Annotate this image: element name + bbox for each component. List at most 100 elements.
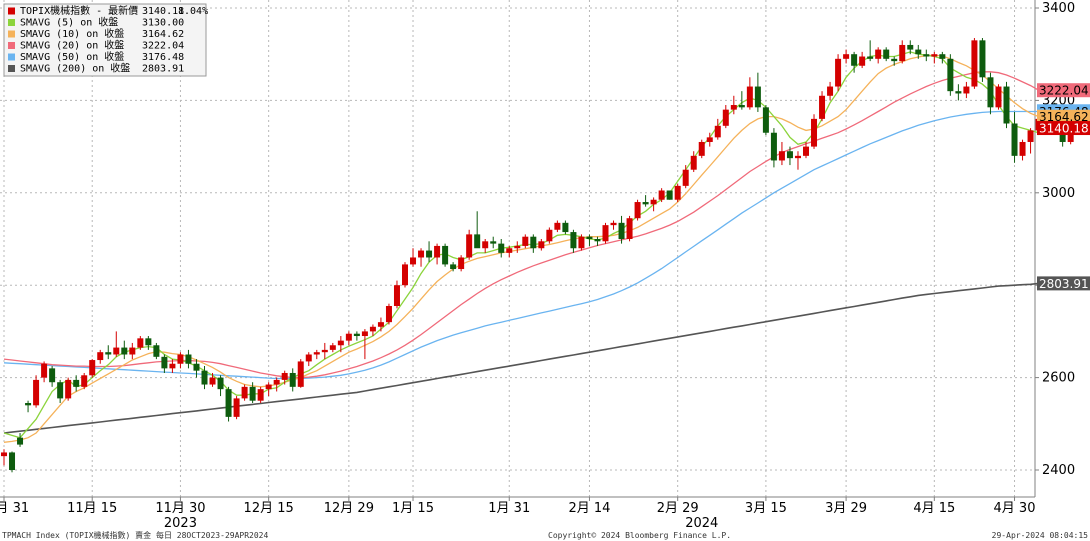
candle [289, 368, 296, 392]
candle [490, 236, 497, 249]
candle [410, 248, 417, 267]
candle-body [722, 109, 729, 126]
candle-body [746, 86, 753, 108]
candle-body [281, 372, 288, 380]
x-tick-label: 3月 15 [745, 501, 787, 516]
candle [851, 51, 858, 73]
candle-body [674, 185, 681, 200]
candle-body [393, 285, 400, 306]
candle [153, 342, 160, 360]
candle [923, 49, 930, 62]
legend-name: SMAVG (20) on 收盤 [20, 39, 124, 52]
candle-body [907, 44, 914, 50]
candle-body [883, 49, 890, 59]
candle [257, 386, 264, 404]
candle [602, 222, 609, 244]
candle-body [426, 250, 433, 258]
candle [129, 342, 136, 360]
candle [73, 375, 80, 392]
candle-body [859, 56, 866, 66]
candle [105, 345, 112, 360]
y-axis: 240026002800300032003400 [1035, 1, 1075, 478]
candle [9, 451, 16, 473]
candle-body [129, 347, 136, 355]
sma20-line [3, 71, 1039, 379]
candle [650, 197, 657, 212]
sma200-line [3, 282, 1039, 434]
candle [987, 72, 994, 115]
candle-body [1067, 128, 1074, 142]
legend-value: 3130.00 [142, 18, 184, 29]
candle [594, 236, 601, 246]
candle [746, 77, 753, 110]
candle [426, 241, 433, 263]
x-tick-label: 12月 15 [244, 501, 294, 516]
price-tag: 2803.91 [1037, 276, 1090, 291]
candle-body [730, 105, 737, 110]
candle [353, 331, 360, 341]
candle-body [490, 241, 497, 244]
candle [530, 234, 537, 253]
candle-body [105, 352, 112, 355]
candle-body [506, 248, 513, 253]
legend-value: 3140.18 [142, 6, 184, 17]
candle [819, 91, 826, 122]
candle [738, 91, 745, 110]
candle [634, 199, 641, 221]
candle [1003, 81, 1010, 129]
x-tick-label: 11月 15 [67, 501, 117, 516]
candle [281, 370, 288, 385]
candle-body [778, 151, 785, 161]
candle-body [305, 354, 312, 362]
candle-body [385, 305, 392, 323]
candle [402, 262, 408, 288]
candle-body [33, 379, 40, 406]
candle-body [121, 347, 128, 355]
candle [65, 377, 72, 401]
candle-body [1027, 130, 1034, 142]
candle [137, 336, 144, 350]
candle [225, 386, 232, 422]
candle [345, 331, 352, 346]
candle-body [939, 54, 946, 59]
legend-swatch [8, 19, 15, 26]
candle [1, 449, 7, 466]
sma50-line [3, 110, 1039, 380]
legend-value: 3164.62 [142, 29, 184, 40]
candle [698, 139, 705, 159]
candle [185, 349, 192, 369]
candle [554, 220, 561, 233]
legend-value: 3176.48 [142, 52, 184, 63]
candle [313, 349, 320, 360]
candle [674, 183, 681, 203]
candle [843, 49, 850, 64]
candle-body [835, 58, 842, 87]
candle [811, 114, 818, 149]
price-tag-label: 3222.04 [1039, 84, 1089, 98]
legend-box [3, 3, 207, 77]
candle-body [89, 360, 96, 376]
price-tag-bg [1037, 109, 1090, 124]
candle [1027, 128, 1034, 154]
candle-body [610, 222, 617, 226]
candle-body [329, 345, 336, 350]
candle-body [193, 363, 200, 371]
candle-body [113, 347, 120, 355]
candle-body [434, 245, 441, 258]
candle [915, 44, 922, 59]
candle-body [819, 95, 826, 119]
candle [803, 141, 809, 159]
candle [618, 215, 625, 244]
candle-body [297, 361, 304, 387]
candle-body [915, 49, 922, 55]
candle-body [466, 234, 473, 258]
candle-body [418, 250, 425, 258]
candle [610, 220, 617, 230]
candle-body [554, 222, 561, 230]
candle-body [9, 452, 16, 470]
candle-body [562, 222, 569, 233]
candle-body [875, 49, 882, 59]
price-tag-bg [1037, 121, 1090, 136]
candle-body [185, 354, 192, 364]
